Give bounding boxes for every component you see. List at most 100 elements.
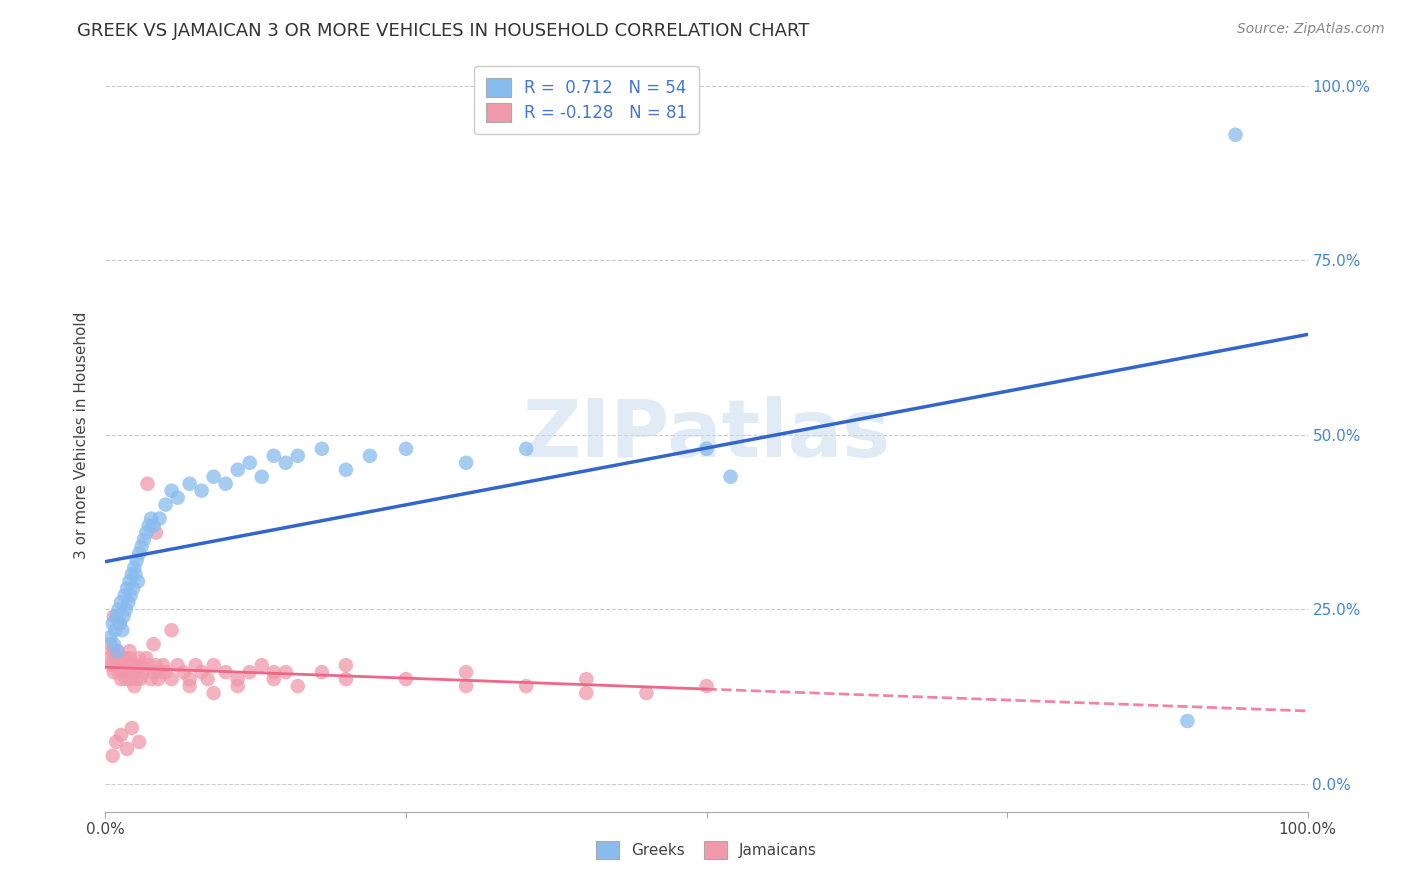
Point xyxy=(105,735,128,749)
Point xyxy=(110,728,132,742)
Point xyxy=(155,498,177,512)
Point xyxy=(101,644,124,658)
Point xyxy=(122,665,145,680)
Point xyxy=(104,624,127,638)
Point xyxy=(179,679,201,693)
Point xyxy=(287,679,309,693)
Point xyxy=(139,511,162,525)
Point xyxy=(107,665,129,680)
Point xyxy=(100,658,122,673)
Text: GREEK VS JAMAICAN 3 OR MORE VEHICLES IN HOUSEHOLD CORRELATION CHART: GREEK VS JAMAICAN 3 OR MORE VEHICLES IN … xyxy=(77,22,810,40)
Point xyxy=(117,665,139,680)
Point xyxy=(138,518,160,533)
Point xyxy=(179,476,201,491)
Point xyxy=(121,658,143,673)
Text: ZIPatlas: ZIPatlas xyxy=(523,396,890,474)
Point xyxy=(127,574,149,589)
Point xyxy=(226,672,249,686)
Point xyxy=(104,651,127,665)
Point xyxy=(287,449,309,463)
Point xyxy=(110,672,132,686)
Point xyxy=(103,609,125,624)
Point xyxy=(145,525,167,540)
Point xyxy=(124,658,146,673)
Point xyxy=(274,665,297,680)
Point xyxy=(155,665,177,680)
Point xyxy=(128,651,150,665)
Point xyxy=(124,567,146,582)
Point xyxy=(111,624,134,638)
Point xyxy=(160,624,183,638)
Point xyxy=(184,658,207,673)
Point xyxy=(135,525,157,540)
Point xyxy=(160,672,183,686)
Point xyxy=(575,686,598,700)
Point xyxy=(120,672,142,686)
Point xyxy=(239,665,262,680)
Point xyxy=(179,672,201,686)
Point xyxy=(98,637,121,651)
Text: Source: ZipAtlas.com: Source: ZipAtlas.com xyxy=(1237,22,1385,37)
Point xyxy=(103,637,125,651)
Point xyxy=(101,616,124,631)
Point xyxy=(149,665,172,680)
Point xyxy=(145,658,167,673)
Point xyxy=(108,616,131,631)
Point xyxy=(111,658,134,673)
Point xyxy=(335,658,357,673)
Point xyxy=(127,665,149,680)
Point xyxy=(121,721,143,735)
Point xyxy=(454,679,477,693)
Point xyxy=(128,735,150,749)
Point xyxy=(105,658,128,673)
Point xyxy=(124,560,146,574)
Point xyxy=(112,609,135,624)
Point xyxy=(1175,714,1198,728)
Point xyxy=(148,672,170,686)
Point xyxy=(202,658,225,673)
Point xyxy=(166,491,188,505)
Point xyxy=(515,442,537,456)
Point xyxy=(454,665,477,680)
Point xyxy=(454,456,477,470)
Point xyxy=(120,588,142,602)
Point xyxy=(115,582,138,596)
Point xyxy=(118,574,141,589)
Point xyxy=(115,742,138,756)
Point xyxy=(122,582,145,596)
Point xyxy=(125,672,148,686)
Point xyxy=(110,595,132,609)
Point xyxy=(115,672,138,686)
Point xyxy=(112,665,135,680)
Point xyxy=(263,449,285,463)
Point xyxy=(103,665,125,680)
Point xyxy=(152,658,174,673)
Point xyxy=(118,644,141,658)
Point xyxy=(139,672,162,686)
Point xyxy=(107,602,129,616)
Point xyxy=(1225,128,1247,142)
Point xyxy=(359,449,381,463)
Point xyxy=(226,463,249,477)
Point xyxy=(131,658,153,673)
Point xyxy=(239,456,262,470)
Point xyxy=(190,483,212,498)
Point xyxy=(197,672,219,686)
Point xyxy=(128,547,150,561)
Point xyxy=(129,672,152,686)
Point xyxy=(108,651,131,665)
Point xyxy=(142,518,165,533)
Point xyxy=(263,665,285,680)
Point xyxy=(138,658,160,673)
Point xyxy=(107,644,129,658)
Point xyxy=(311,665,333,680)
Point xyxy=(160,483,183,498)
Point xyxy=(148,511,170,525)
Point xyxy=(395,672,418,686)
Point xyxy=(250,469,273,483)
Point xyxy=(274,456,297,470)
Point xyxy=(98,651,121,665)
Point xyxy=(226,679,249,693)
Point xyxy=(173,665,195,680)
Y-axis label: 3 or more Vehicles in Household: 3 or more Vehicles in Household xyxy=(75,311,90,558)
